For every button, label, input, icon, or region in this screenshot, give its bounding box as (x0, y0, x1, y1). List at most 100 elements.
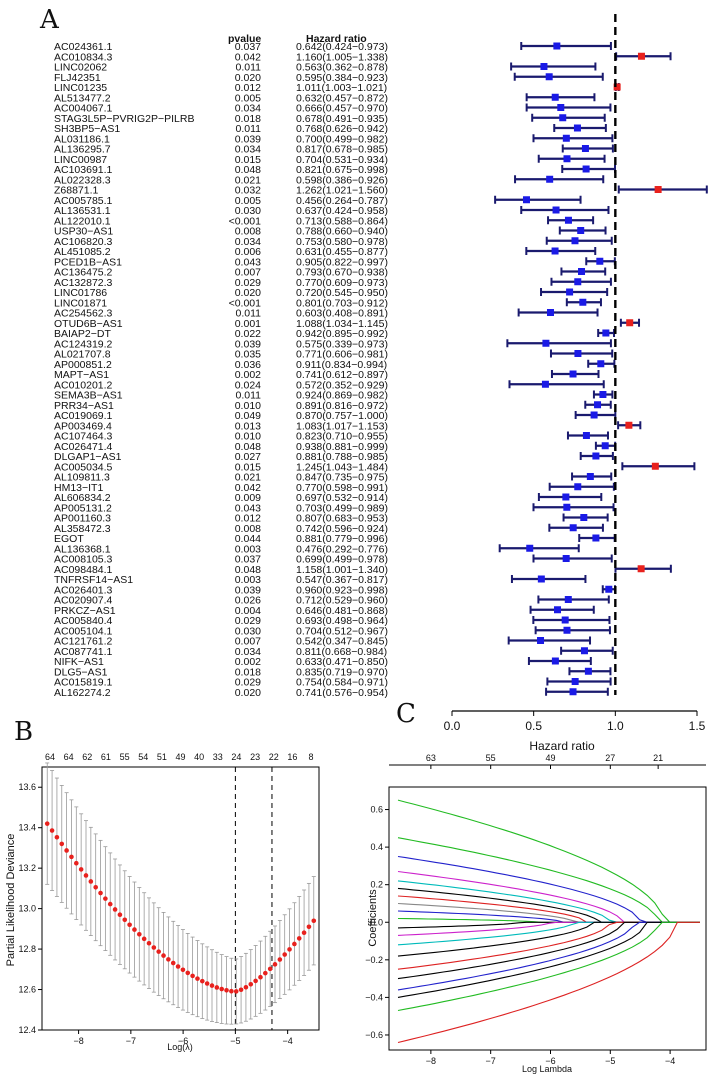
hazard-ratio-point (613, 83, 621, 91)
panel-b-point (141, 936, 147, 942)
panel-b-point (229, 988, 234, 994)
hazard-ratio-text: 0.753(0.580−0.978) (296, 236, 388, 248)
gene-name: USP30−AS1 (54, 226, 113, 238)
hazard-ratio-point (590, 411, 598, 419)
panel-b-point (137, 931, 142, 937)
hazard-ratio-point (637, 565, 645, 573)
p-value: 0.003 (235, 574, 261, 586)
hazard-ratio-text: 0.542(0.347−0.845) (296, 636, 388, 648)
gene-name: EGOT (54, 533, 84, 545)
hazard-ratio-text: 0.572(0.352−0.929) (296, 379, 388, 391)
forest-row: LINC01786 0.020 0.720(0.545−0.950) (54, 287, 609, 299)
hazard-ratio-point (537, 575, 545, 583)
p-value: 0.010 (235, 400, 261, 412)
forest-row: USP30−AS1 0.008 0.788(0.660−0.940) (54, 226, 607, 238)
hazard-ratio-point (559, 114, 567, 122)
p-value: 0.001 (235, 318, 261, 330)
hazard-ratio-point (605, 585, 613, 593)
hazard-ratio-text: 0.891(0.816−0.972) (296, 400, 388, 412)
hazard-ratio-text: 0.713(0.588−0.864) (296, 215, 388, 227)
panel-b-point (117, 912, 123, 917)
hazard-ratio-text: 0.575(0.339−0.973) (296, 338, 388, 350)
forest-row: AL022328.3 0.021 0.598(0.386−0.926) (54, 174, 605, 186)
p-value: 0.024 (235, 379, 261, 391)
gene-name: AC124319.2 (54, 338, 113, 350)
panel-b-points (44, 762, 317, 1025)
forest-row: AL109811.3 0.021 0.847(0.735−0.975) (54, 472, 613, 484)
hazard-ratio-text: 0.938(0.881−0.999) (296, 441, 388, 453)
panel-c-path-0 (397, 799, 700, 923)
p-value: 0.037 (235, 554, 261, 566)
hazard-ratio-text: 0.771(0.606−0.981) (296, 349, 388, 361)
panel-c-path-18 (397, 921, 700, 1012)
gene-name: AC107464.3 (54, 431, 113, 443)
hazard-ratio-text: 0.703(0.499−0.989) (296, 502, 388, 514)
gene-name: HM13−IT1 (54, 482, 103, 494)
panel-b-point (93, 884, 98, 890)
forest-row: AC026401.3 0.039 0.960(0.923−0.998) (54, 584, 617, 596)
forest-row: LINC02062 0.011 0.563(0.362−0.878) (54, 62, 597, 74)
panel-b-top-count: 16 (287, 752, 297, 762)
panel-b-y-tick-label: 13.2 (18, 863, 36, 873)
p-value: 0.034 (235, 236, 261, 248)
gene-name: AC026401.3 (54, 584, 113, 596)
p-value: 0.011 (236, 123, 262, 135)
gene-name: AC004067.1 (54, 103, 113, 115)
hazard-ratio-text: 0.712(0.529−0.960) (296, 595, 388, 607)
p-value: 0.009 (235, 492, 261, 504)
hazard-ratio-text: 0.700(0.499−0.982) (296, 133, 388, 145)
forest-row: OTUD6B−AS1 0.001 1.088(1.034−1.145) (54, 318, 641, 330)
hazard-ratio-point (626, 319, 634, 327)
gene-name: AL022328.3 (54, 174, 111, 186)
forest-tick-label: 0.5 (525, 719, 542, 733)
panel-b-plot-frame (41, 766, 320, 1031)
hazard-ratio-text: 0.699(0.499−0.978) (296, 554, 388, 566)
hazard-ratio-text: 0.905(0.822−0.997) (296, 256, 388, 268)
panel-b-point (122, 917, 128, 923)
gene-name: AL122010.1 (54, 215, 111, 227)
hazard-ratio-point (541, 380, 549, 388)
panel-b-y-tick-label: 13.4 (18, 823, 36, 833)
panel-b-point (112, 907, 118, 912)
forest-row: AC132872.3 0.029 0.770(0.609−0.973) (54, 277, 612, 289)
forest-row: AL021707.8 0.035 0.771(0.606−0.981) (54, 349, 614, 361)
panel-b-point (209, 983, 215, 988)
forest-row: AC020907.4 0.026 0.712(0.529−0.960) (54, 595, 610, 607)
panel-c-path-14 (397, 921, 700, 970)
hazard-ratio-point (569, 524, 577, 532)
panel-b-point (190, 973, 195, 979)
hazard-ratio-text: 0.754(0.584−0.971) (296, 677, 388, 689)
hazard-ratio-point (574, 278, 582, 286)
panel-b-point (204, 981, 210, 986)
p-value: 0.030 (235, 205, 261, 217)
hazard-ratio-point (594, 401, 602, 409)
p-value: 0.042 (235, 482, 261, 494)
forest-row: AL606834.2 0.009 0.697(0.532−0.914) (54, 492, 603, 504)
hazard-ratio-text: 0.847(0.735−0.975) (296, 472, 388, 484)
gene-name: AC254562.3 (54, 308, 113, 320)
p-value: 0.015 (235, 461, 261, 473)
forest-row: AC005034.5 0.015 1.245(1.043−1.484) (54, 461, 696, 473)
forest-row: AL136368.1 0.003 0.476(0.292−0.776) (54, 543, 580, 555)
hazard-ratio-text: 0.741(0.576−0.954) (296, 687, 388, 699)
forest-row: AL031186.1 0.039 0.700(0.499−0.982) (54, 133, 614, 145)
hazard-ratio-point (566, 288, 574, 296)
hazard-ratio-point (551, 657, 559, 665)
forest-row: AC124319.2 0.039 0.575(0.339−0.973) (54, 338, 612, 350)
gene-name: DLG5−AS1 (54, 666, 108, 678)
panel-b-point (292, 941, 297, 947)
panel-b-x-tick-label: −4 (283, 1036, 293, 1046)
hazard-ratio-point (569, 370, 577, 378)
panel-c-x-tick-label: −8 (426, 1056, 436, 1066)
hazard-ratio-point (577, 227, 585, 234)
panel-b-top-count: 8 (308, 752, 313, 762)
panel-b-point (306, 924, 312, 930)
p-value: 0.002 (235, 369, 261, 381)
gene-name: AL109811.3 (54, 472, 110, 484)
p-value: 0.037 (235, 41, 261, 53)
panel-a-label: A (39, 5, 60, 35)
hazard-ratio-point (562, 134, 570, 142)
hazard-ratio-point (540, 63, 548, 70)
forest-row: AP000851.2 0.036 0.911(0.834−0.994) (54, 359, 616, 371)
